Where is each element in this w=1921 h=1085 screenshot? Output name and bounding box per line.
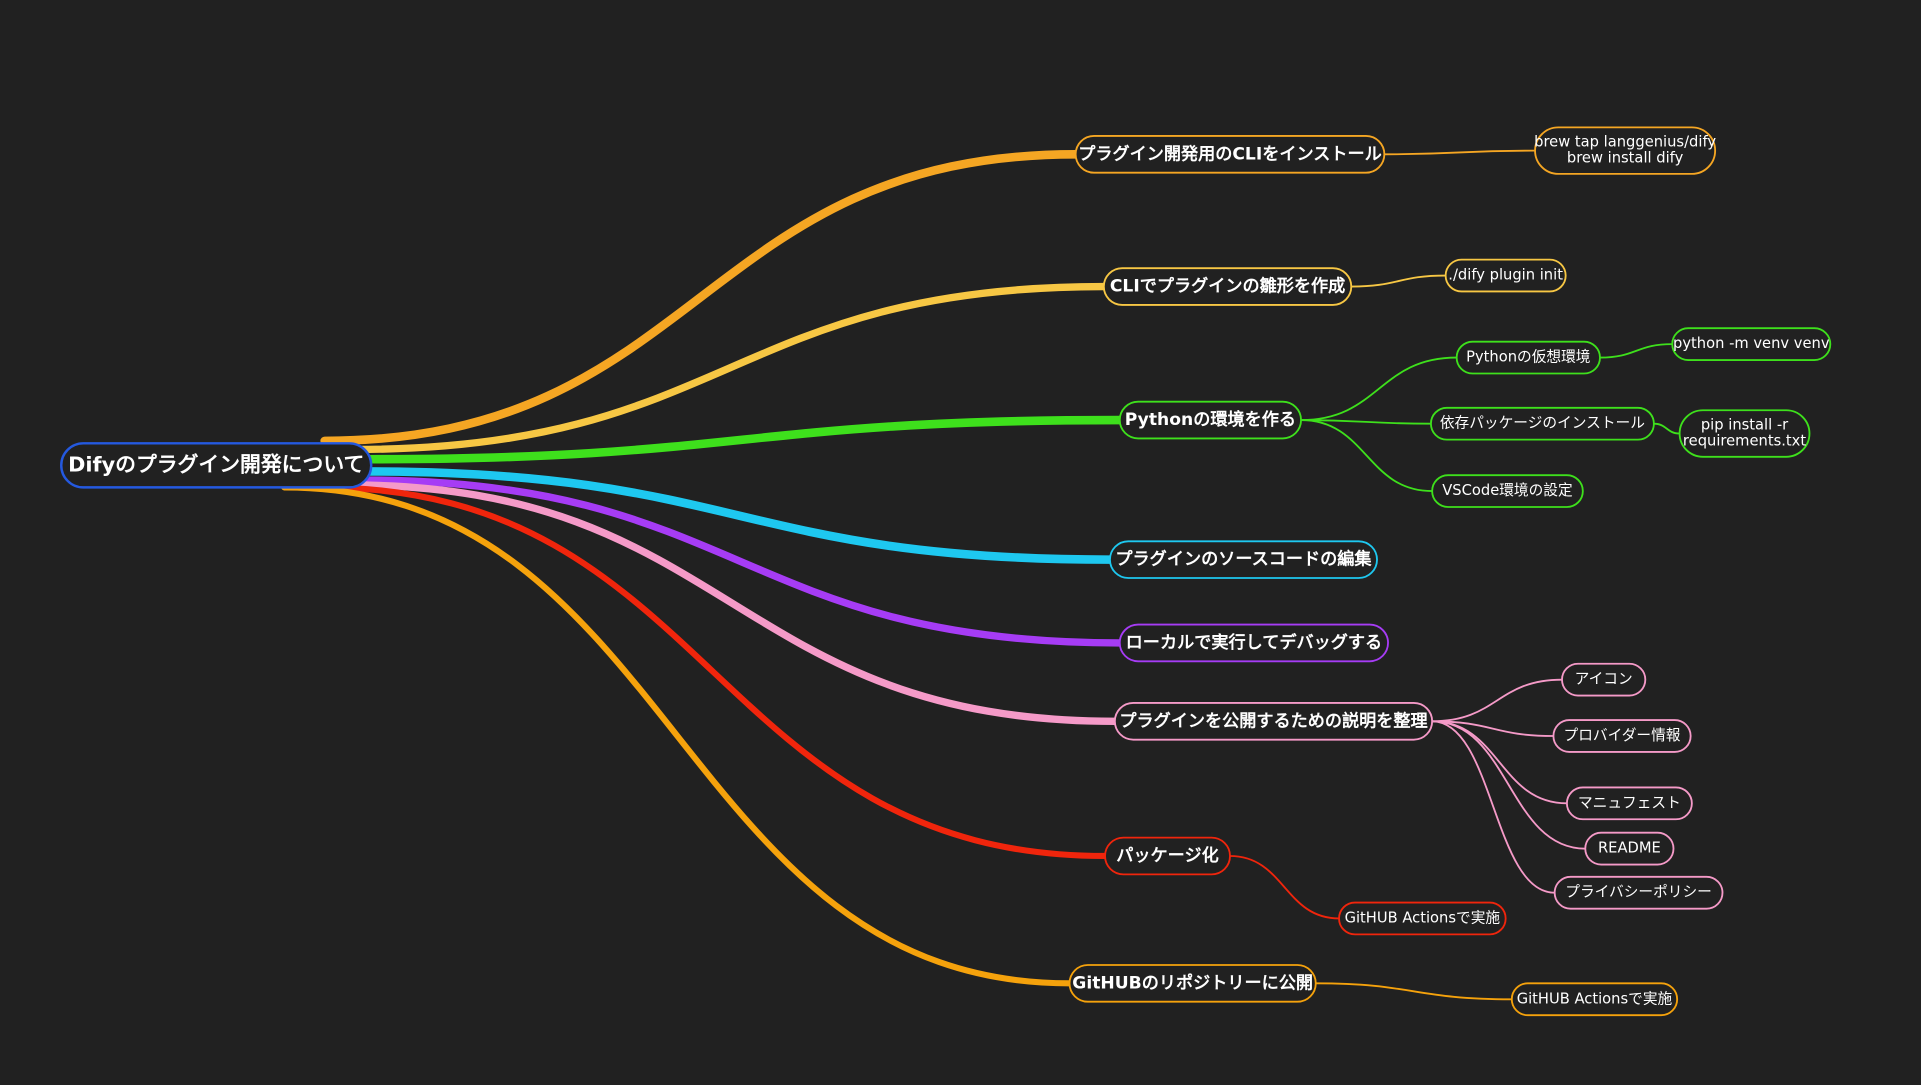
child-box — [1510, 982, 1679, 1017]
branch-edge — [351, 282, 1108, 454]
child-node: アイコン — [1561, 662, 1647, 697]
child-node: pip install -r requirements.txt — [1678, 409, 1811, 458]
branch-node: ローカルで実行してデバッグする — [1118, 623, 1389, 663]
child-edge — [1599, 343, 1673, 359]
child-label: python -m venv venv — [1673, 335, 1830, 352]
child-node: プライバシーポリシー — [1553, 875, 1724, 910]
child-box — [1561, 662, 1647, 697]
label-line: brew install dify — [1567, 150, 1684, 167]
child-box — [1534, 126, 1717, 175]
branch-node: プラグイン開発用のCLIをインストール — [1074, 135, 1386, 174]
child-edge — [1301, 419, 1431, 425]
child-edge — [1653, 422, 1680, 435]
canvas: プラグイン開発用のCLIをインストール brew tap langgenius/d… — [60, 126, 1832, 1017]
branch-label: プラグイン開発用のCLIをインストール — [1078, 143, 1382, 164]
child-label: Pythonの仮想環境 — [1466, 348, 1590, 366]
branch-box — [1074, 135, 1386, 174]
root-node: Difyのプラグイン開発について — [60, 442, 373, 489]
root-box — [60, 442, 373, 489]
branch-edge — [363, 467, 1115, 564]
child-label: プロバイダー情報 — [1564, 727, 1681, 744]
branch-edge — [320, 150, 1080, 446]
child-edge — [1432, 720, 1586, 850]
branch-node: プラグインのソースコードの編集 — [1109, 540, 1378, 579]
child-node: README — [1584, 831, 1675, 866]
child-edge — [1229, 855, 1340, 920]
child-node: 依存パッケージのインストール — [1429, 406, 1655, 441]
branch-box — [1113, 702, 1434, 741]
child-edge — [1432, 678, 1563, 723]
branch-label: CLIでプラグインの雛形を作成 — [1110, 276, 1345, 297]
child-node: GitHUB Actionsで実施 — [1338, 901, 1507, 936]
child-edge — [1432, 720, 1555, 894]
branch-node: Pythonの環境を作る — [1118, 400, 1302, 440]
child-edge — [1384, 149, 1536, 156]
root-label: Difyのプラグイン開発について — [68, 452, 364, 476]
nodes: プラグイン開発用のCLIをインストール brew tap langgenius/d… — [60, 126, 1832, 1017]
child-box — [1671, 327, 1832, 361]
branch-box — [1068, 964, 1317, 1003]
branch-label: パッケージ化 — [1116, 845, 1218, 866]
child-box — [1678, 409, 1811, 458]
child-box — [1552, 719, 1692, 753]
branch-label: GitHUBのリポジトリーに公開 — [1072, 972, 1313, 993]
child-box — [1431, 474, 1584, 508]
branch-box — [1102, 267, 1353, 306]
child-label: VSCode環境の設定 — [1442, 481, 1573, 499]
child-box — [1455, 340, 1601, 375]
child-node: python -m venv venv — [1671, 327, 1832, 361]
child-node: Pythonの仮想環境 — [1455, 340, 1601, 375]
branch-edge — [363, 415, 1125, 464]
child-edge — [1301, 419, 1433, 492]
child-label: GitHUB Actionsで実施 — [1345, 909, 1501, 926]
child-edge — [1432, 720, 1554, 737]
child-box — [1565, 786, 1693, 821]
child-edge — [1351, 274, 1446, 288]
child-label: GitHUB Actionsで実施 — [1517, 990, 1673, 1007]
child-label: ./dify plugin init — [1448, 267, 1563, 284]
child-label: brew tap langgenius/dify brew install dif… — [1534, 134, 1716, 167]
branch-edge — [317, 484, 1109, 860]
child-node: ./dify plugin init — [1444, 258, 1567, 293]
branch-label: Pythonの環境を作る — [1125, 409, 1296, 430]
child-box — [1429, 406, 1655, 441]
branch-box — [1104, 836, 1231, 876]
child-edge — [1301, 356, 1457, 421]
branch-box — [1118, 400, 1302, 440]
branch-node: プラグインを公開するための説明を整理 — [1113, 702, 1434, 741]
child-label: pip install -r requirements.txt — [1683, 417, 1806, 450]
label-line: pip install -r — [1701, 417, 1789, 434]
child-edge — [1315, 982, 1512, 1001]
child-box — [1553, 875, 1724, 910]
branch-node: CLIでプラグインの雛形を作成 — [1102, 267, 1353, 306]
branch-node: パッケージ化 — [1104, 836, 1231, 876]
child-node: マニュフェスト — [1565, 786, 1693, 821]
child-label: 依存パッケージのインストール — [1440, 415, 1645, 432]
child-label: アイコン — [1575, 671, 1633, 688]
branch-edge — [357, 476, 1124, 647]
child-label: README — [1598, 840, 1661, 857]
label-line: requirements.txt — [1683, 432, 1806, 449]
child-label: マニュフェスト — [1578, 794, 1681, 811]
branch-label: プラグインを公開するための説明を整理 — [1119, 710, 1427, 731]
branch-label: ローカルで実行してデバッグする — [1126, 632, 1382, 653]
child-label: プライバシーポリシー — [1565, 884, 1712, 901]
child-node: brew tap langgenius/dify brew install dif… — [1534, 126, 1717, 175]
label-line: brew tap langgenius/dify — [1534, 134, 1716, 151]
branch-node: GitHUBのリポジトリーに公開 — [1068, 964, 1317, 1003]
branch-box — [1109, 540, 1378, 579]
branch-box — [1118, 623, 1389, 663]
edges — [281, 149, 1680, 1001]
child-node: GitHUB Actionsで実施 — [1510, 982, 1679, 1017]
child-node: プロバイダー情報 — [1552, 719, 1692, 753]
branch-edge — [281, 484, 1073, 987]
child-box — [1444, 258, 1567, 293]
child-box — [1338, 901, 1507, 936]
branch-label: プラグインのソースコードの編集 — [1115, 549, 1372, 570]
child-node: VSCode環境の設定 — [1431, 474, 1584, 508]
child-box — [1584, 831, 1675, 866]
branch-edge — [345, 481, 1119, 725]
